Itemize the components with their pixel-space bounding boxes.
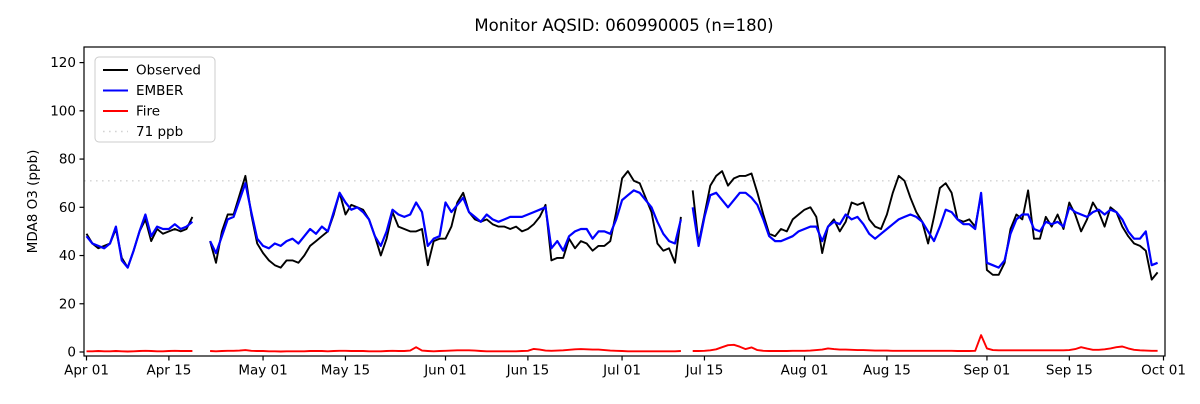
series-line-fire (86, 334, 1158, 353)
legend-label-ember: EMBER (136, 83, 183, 99)
legend-label-71-ppb: 71 ppb (136, 124, 183, 140)
x-tick-label: Jun 01 (423, 363, 467, 379)
y-tick-label: 60 (59, 200, 76, 216)
y-axis-label: MDA8 O3 (ppb) (25, 150, 41, 254)
plot-area-border (83, 46, 1166, 357)
x-tick-label: Apr 15 (146, 363, 191, 379)
x-tick-label: May 15 (321, 363, 370, 379)
x-tick-label: Jul 15 (685, 363, 724, 379)
y-tick-label: 20 (59, 296, 76, 312)
y-axis-ticks: 0 20 40 60 80 100 120 (50, 55, 84, 361)
y-tick-label: 80 (59, 152, 76, 168)
y-tick-label: 100 (50, 103, 76, 119)
x-tick-label: Oct 01 (1141, 363, 1186, 379)
x-axis-ticks: Apr 01 Apr 15 May 01 May 15 Jun 01 Jun 15 Jul … (64, 356, 1186, 379)
x-tick-label: Sep 01 (963, 363, 1010, 379)
legend-label-observed: Observed (136, 63, 201, 79)
y-tick-label: 0 (67, 345, 76, 361)
x-tick-label: May 01 (238, 363, 287, 379)
x-tick-label: Sep 15 (1046, 363, 1093, 379)
legend-box (94, 56, 216, 143)
x-tick-label: Jun 15 (506, 363, 550, 379)
data-series-group (85, 170, 1159, 353)
x-tick-label: Aug 15 (863, 363, 911, 379)
chart-title: Monitor AQSID: 060990005 (n=180) (474, 16, 773, 35)
legend-label-fire: Fire (136, 104, 160, 120)
x-tick-label: Aug 01 (781, 363, 829, 379)
x-tick-label: Jul 01 (602, 363, 641, 379)
legend: Observed EMBER Fire 71 ppb (94, 56, 216, 143)
y-tick-label: 120 (50, 55, 76, 71)
series-line-ember (85, 182, 1159, 269)
x-tick-label: Apr 01 (64, 363, 109, 379)
y-tick-label: 40 (59, 248, 76, 264)
